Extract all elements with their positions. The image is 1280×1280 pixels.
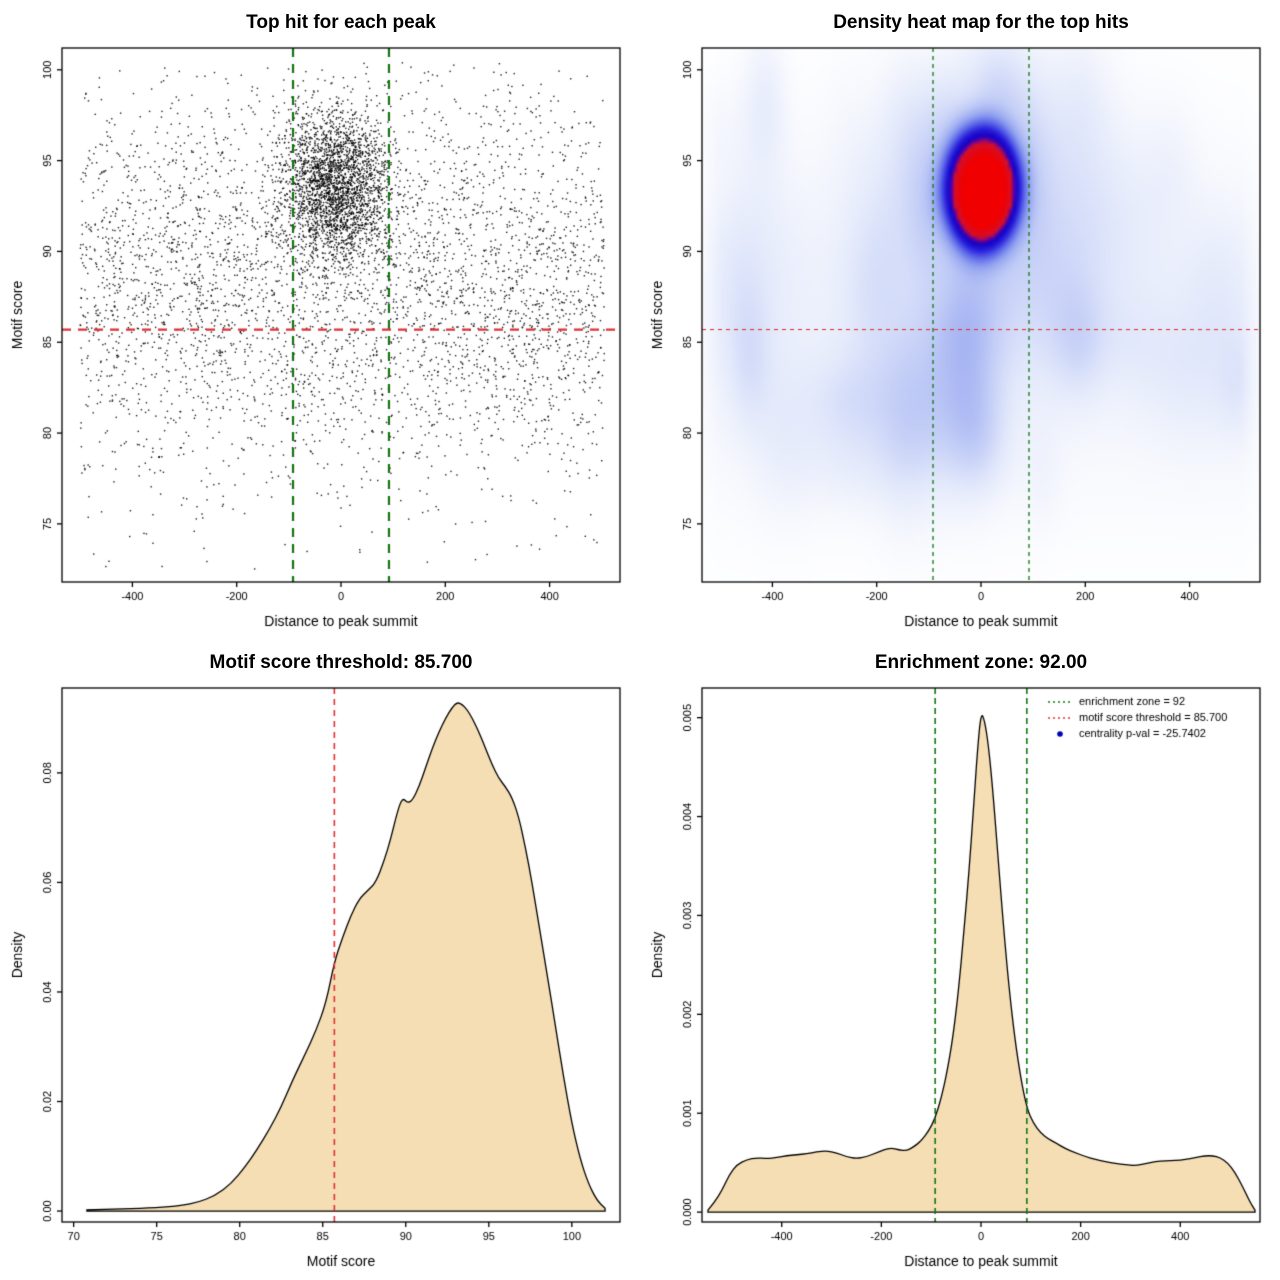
scatter-title: Top hit for each peak: [246, 12, 436, 33]
panel-motif-score-density: Motif score threshold: 85.700: [0, 640, 640, 1280]
enrichment-density-title: Enrichment zone: 92.00: [874, 652, 1088, 673]
panel-density-heatmap: Density heat map for the top hits: [640, 0, 1280, 640]
panel-top-hits-scatter: Top hit for each peak: [0, 0, 640, 640]
heatmap-title: Density heat map for the top hits: [833, 12, 1129, 33]
distance-density-canvas: [640, 678, 1280, 1280]
motif-density-canvas: [0, 678, 640, 1280]
motif-density-title: Motif score threshold: 85.700: [209, 652, 473, 673]
scatter-plot-canvas: [0, 38, 640, 640]
heatmap-plot-canvas: [640, 38, 1280, 640]
panel-enrichment-zone-density: Enrichment zone: 92.00: [640, 640, 1280, 1280]
